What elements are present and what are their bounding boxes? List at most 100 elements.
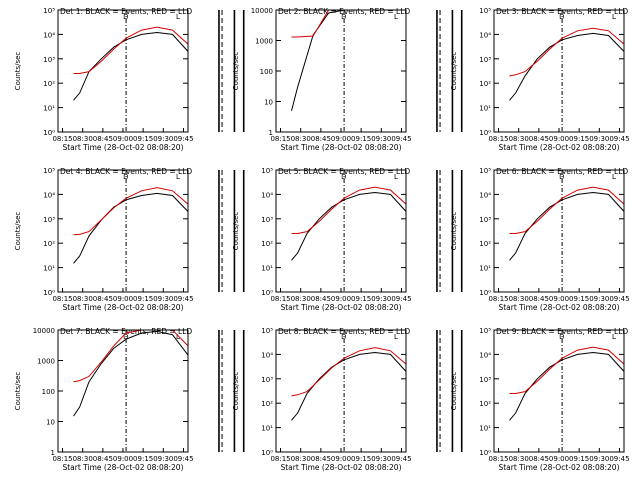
plot-frame [275,169,407,293]
y-tick-label: 10⁰ [43,289,55,297]
x-tick-label: 09:30 [153,295,173,303]
y-tick-label: 10⁵ [479,7,491,15]
y-tick-label: 10³ [479,216,491,224]
x-tick-label: 09:00 [549,455,569,463]
bracket-label: D [123,173,128,181]
x-tick-label: 08:15 [488,135,508,143]
x-tick-label: 08:30 [73,295,93,303]
series-lld-line [291,342,407,397]
bracket-label: D [123,333,128,341]
y-tick-label: 10³ [43,216,55,224]
y-tick-label: 10¹ [43,105,55,113]
y-tick-label: 10³ [43,56,55,64]
x-tick-label: 09:30 [371,295,391,303]
x-axis-label: Start Time (28-Oct-02 08:08:20) [62,303,183,312]
x-tick-label: 09:45 [173,455,193,463]
x-tick-label: 08:30 [73,455,93,463]
y-tick-label: 10³ [261,216,273,224]
y-tick-label: 10 [264,99,273,107]
y-tick-label: 10⁰ [43,129,55,137]
y-tick-label: 10⁴ [479,351,491,359]
y-axis-label: Counts/sec [14,212,22,251]
bracket-label: D [123,13,128,21]
series-lld-line [509,22,625,79]
y-tick-label: 10² [479,400,491,408]
bracket-label: L [612,333,616,341]
y-tick-label: 10⁵ [479,327,491,335]
plot-frame [57,329,189,453]
series-events-line [509,345,625,421]
x-tick-label: 09:45 [609,295,629,303]
y-tick-label: 10 [46,419,55,427]
x-tick-label: 09:15 [569,455,589,463]
x-axis-label: Start Time (28-Oct-02 08:08:20) [280,463,401,472]
x-tick-label: 09:15 [351,295,371,303]
series-events-line [73,186,189,264]
y-tick-label: 1000 [255,38,273,46]
y-axis-label: Counts/sec [232,212,240,251]
x-tick-label: 08:45 [93,135,113,143]
x-tick-label: 09:00 [331,295,351,303]
y-tick-label: 100 [42,388,55,396]
x-tick-label: 08:15 [270,295,290,303]
y-tick-label: 10⁰ [261,449,273,457]
y-tick-label: 10000 [33,327,55,335]
x-axis-label: Start Time (28-Oct-02 08:08:20) [62,463,183,472]
y-tick-label: 1 [269,129,273,137]
x-axis-label: Start Time (28-Oct-02 08:08:20) [280,143,401,152]
x-tick-label: 09:30 [589,455,609,463]
x-tick-label: 09:00 [331,455,351,463]
bracket-label: D [341,333,346,341]
y-tick-label: 10⁰ [479,289,491,297]
plot-frame [275,9,407,133]
plot-frame [493,329,625,453]
x-tick-label: 08:45 [93,295,113,303]
y-tick-label: 10² [479,80,491,88]
plot-frame [493,9,625,133]
y-tick-label: 10² [43,240,55,248]
x-tick-label: 09:30 [371,455,391,463]
y-tick-label: 10⁴ [261,351,273,359]
y-tick-label: 10⁰ [479,129,491,137]
series-lld-line [73,182,189,236]
bracket-label: L [394,13,398,21]
bracket-label: D [559,13,564,21]
x-tick-label: 09:15 [133,135,153,143]
x-tick-label: 08:15 [270,455,290,463]
y-tick-label: 10² [479,240,491,248]
x-tick-label: 09:45 [609,135,629,143]
x-tick-label: 08:15 [52,135,72,143]
x-tick-label: 08:30 [509,455,529,463]
bracket-label: L [176,173,180,181]
series-lld-line [509,341,625,396]
x-axis-label: Start Time (28-Oct-02 08:08:20) [280,303,401,312]
y-tick-label: 1 [51,449,55,457]
y-tick-label: 10⁴ [43,191,55,199]
y-tick-label: 10⁴ [261,191,273,199]
series-lld-line [73,21,189,76]
x-tick-label: 08:45 [311,135,331,143]
x-tick-label: 08:30 [291,295,311,303]
x-tick-label: 09:15 [351,135,371,143]
x-tick-label: 09:30 [589,135,609,143]
plot-frame [57,9,189,133]
series-events-line [509,27,625,101]
x-tick-label: 08:15 [488,455,508,463]
series-lld-line [509,181,625,237]
x-axis-label: Start Time (28-Oct-02 08:08:20) [498,143,619,152]
y-tick-label: 10⁰ [479,449,491,457]
x-tick-label: 09:15 [569,135,589,143]
series-events-line [291,185,407,261]
y-axis-label: Counts/sec [450,52,458,91]
x-tick-label: 09:45 [173,295,193,303]
series-events-line [291,9,407,111]
x-tick-label: 09:15 [133,455,153,463]
x-tick-label: 08:15 [52,295,72,303]
x-tick-label: 09:45 [609,455,629,463]
x-tick-label: 08:30 [73,135,93,143]
y-tick-label: 10¹ [43,265,55,273]
